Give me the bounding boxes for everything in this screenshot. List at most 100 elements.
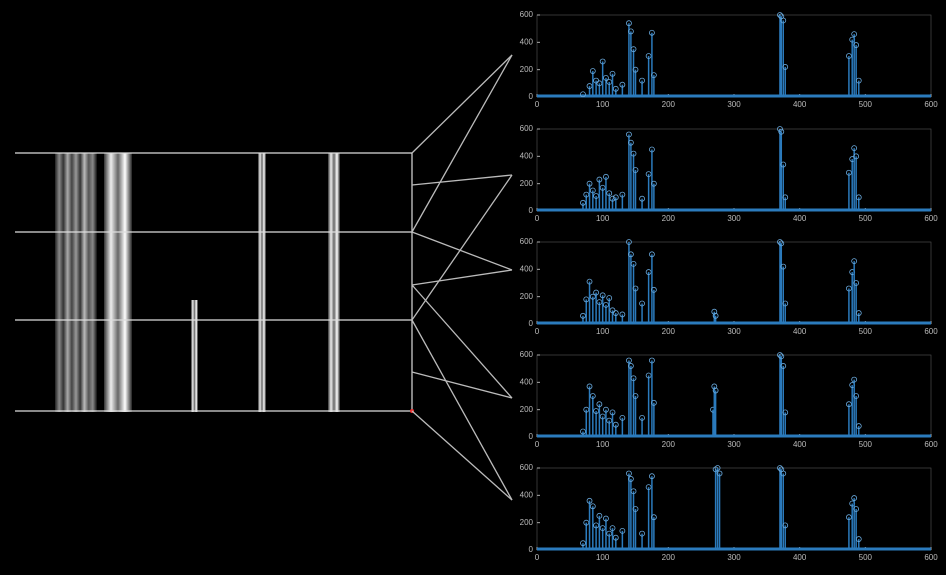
stem-marker (626, 470, 632, 477)
stem-marker (586, 383, 593, 390)
x-tick-label: 500 (859, 553, 873, 562)
stem-marker (589, 393, 596, 399)
x-tick-label: 0 (535, 214, 540, 223)
stem-marker (632, 66, 639, 73)
stem-marker (609, 409, 616, 416)
stem-marker (580, 540, 586, 547)
stem-marker (855, 310, 862, 316)
connector (411, 371, 513, 399)
stem-marker (851, 31, 858, 38)
stem-marker (626, 357, 632, 364)
separators (15, 152, 413, 412)
stem-marker (603, 301, 609, 308)
stem-marker (632, 167, 639, 173)
stem-marker (619, 311, 626, 318)
x-tick-label: 200 (662, 100, 676, 109)
y-tick-label: 200 (520, 405, 534, 414)
stem-marker (609, 525, 616, 532)
stem-marker (782, 409, 789, 416)
stem-marker (599, 184, 606, 191)
y-tick-label: 600 (520, 463, 534, 472)
stem-marker (603, 406, 609, 413)
stem-marker (846, 53, 852, 59)
x-tick-label: 200 (662, 214, 676, 223)
y-tick-label: 600 (520, 10, 534, 19)
x-tick-label: 300 (727, 100, 741, 109)
stem-marker (632, 285, 639, 292)
x-tick-label: 100 (596, 553, 610, 562)
stem-marker (596, 401, 603, 408)
y-tick-label: 400 (520, 377, 534, 386)
stem-marker (778, 353, 785, 360)
connector (411, 54, 513, 154)
y-tick-label: 400 (520, 490, 534, 499)
y-tick-label: 200 (520, 518, 534, 527)
stem-marker (650, 514, 657, 521)
stem-marker (583, 296, 590, 303)
stem-marker (711, 383, 718, 390)
stem-marker (630, 150, 637, 157)
stem-marker (619, 191, 626, 198)
stem-marker (586, 278, 593, 285)
x-tick-label: 500 (859, 440, 873, 449)
stem-marker (593, 289, 599, 296)
stem-marker (599, 525, 606, 532)
stem-marker (630, 46, 637, 53)
y-tick-label: 400 (520, 264, 534, 273)
x-tick-label: 100 (596, 100, 610, 109)
stem-marker (855, 77, 862, 84)
stem-marker (649, 146, 655, 153)
y-tick-label: 200 (520, 179, 534, 188)
stem-marker (639, 300, 645, 307)
x-tick-label: 0 (535, 327, 540, 336)
y-tick-label: 600 (520, 237, 534, 246)
stem-marker (628, 139, 634, 146)
x-tick-label: 400 (793, 214, 807, 223)
stem-marker (632, 393, 639, 399)
y-tick-label: 0 (529, 319, 534, 328)
stem-marker (777, 352, 783, 358)
stem-marker (626, 131, 632, 138)
x-tick-label: 400 (793, 440, 807, 449)
connector (411, 269, 513, 286)
stem-marker (645, 269, 652, 275)
stem-marker (712, 312, 719, 319)
stem-marker (593, 408, 599, 414)
y-tick-label: 0 (529, 545, 534, 554)
stem-marker (612, 85, 619, 92)
x-tick-label: 400 (793, 100, 807, 109)
stem-marker (777, 12, 783, 18)
y-tick-label: 0 (529, 206, 534, 215)
stem-marker (853, 42, 860, 48)
stem-marker (639, 530, 645, 537)
connector (411, 319, 513, 501)
stem-marker (712, 387, 719, 394)
stem-marker (580, 199, 586, 206)
x-tick-label: 300 (727, 214, 741, 223)
connector (411, 410, 513, 501)
stem-marker (589, 68, 596, 74)
stem-marker (649, 29, 655, 36)
stem-marker (586, 83, 593, 89)
x-tick-label: 0 (535, 553, 540, 562)
connector (411, 54, 513, 233)
x-tick-label: 500 (859, 100, 873, 109)
stem-marker (606, 530, 613, 537)
x-tick-label: 600 (924, 100, 938, 109)
stem-marker (777, 126, 783, 132)
stem-marker (630, 375, 637, 382)
stem-marker (630, 260, 637, 267)
y-tick-label: 600 (520, 124, 534, 133)
stem-marker (650, 72, 657, 79)
stem-marker (853, 153, 860, 160)
stem-marker (606, 79, 613, 85)
stem-marker (612, 194, 619, 201)
stem-marker (645, 53, 652, 59)
stem-marker (650, 286, 657, 293)
stem-marker (782, 194, 789, 201)
connector (411, 284, 513, 399)
connector (411, 174, 513, 186)
stem-marker (716, 470, 723, 477)
